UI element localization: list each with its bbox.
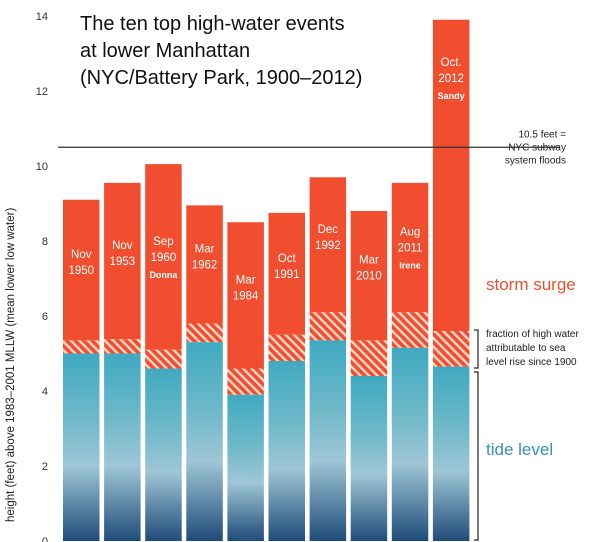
reference-line-label: 10.5 feet = [518,129,566,140]
bar-tide-level [186,342,223,541]
bar-label-month: Mar [236,274,256,286]
bar-label-year: 1962 [192,259,218,271]
y-tick-label: 6 [42,311,48,323]
bar-tide-level [310,340,347,541]
bar-label-month: Sep [153,236,173,248]
y-tick-label: 10 [36,161,48,173]
chart-title-line-3: (NYC/Battery Park, 1900–2012) [80,67,362,89]
y-axis-label: height (feet) above 1983–2001 MLLW (mean… [5,208,17,522]
reference-line-label: system floods [505,155,566,166]
slr-label-line-2: attributable to sea [486,343,566,354]
bar-sea-level-rise [145,350,182,369]
y-tick-label: 0 [42,536,48,542]
bar-sea-level-rise [186,324,223,343]
slr-bracket [474,330,478,368]
bar-tide-level [227,395,264,541]
bar-tide-level [145,369,182,542]
bar-tide-level [63,354,100,542]
bar-label-year: 2012 [438,73,464,85]
chart-title-line-1: The ten top high-water events [80,13,345,35]
bar-storm-name: Sandy [438,91,465,101]
slr-label-line-3: level rise since 1900 [486,357,577,368]
reference-line-group: 10.5 feet = NYC subway system floods [58,129,566,166]
bar-label-month: Aug [400,227,420,239]
bar-label-month: Oct [278,253,297,265]
bar-label-year: 2011 [398,243,423,255]
bars-group: Nov 1950 Nov 1953 Sep 1960 Donna Mar 1962 Mar 1984… [63,20,469,541]
bar-storm-name: Irene [399,261,421,271]
bar-tide-level [269,361,306,541]
bar-label-month: Nov [112,240,133,252]
reference-line-label: NYC subway [508,142,566,153]
tide-bracket [474,372,478,540]
y-tick-label: 4 [42,386,48,398]
y-tick-label: 14 [36,11,48,23]
bar-tide-level [392,348,429,541]
bar-label-year: 1984 [233,290,259,302]
bar-label-year: 1950 [68,265,94,277]
bar-sea-level-rise [392,312,429,348]
slr-label-line-1: fraction of high water [486,329,579,340]
bar-storm-name: Donna [149,270,178,280]
y-tick-label: 12 [36,86,48,98]
tide-level-label: tide level [486,440,553,459]
bar-label-year: 1992 [315,240,341,252]
bar-sea-level-rise [351,340,388,376]
bar-label-year: 1991 [274,269,300,281]
bar-label-month: Oct. [441,57,462,69]
bar-label-month: Nov [71,249,92,261]
bar-label-month: Mar [359,255,379,267]
bar-sea-level-rise [104,339,141,353]
bar-tide-level [433,367,470,541]
storm-surge-label: storm surge [486,275,576,294]
bar-tide-level [104,354,141,542]
y-ticks: 0 2 4 6 8 10 12 14 [36,11,48,542]
bar-label-year: 1960 [151,252,177,264]
bar-sea-level-rise [310,312,347,340]
bar-label-month: Mar [195,243,215,255]
y-tick-label: 2 [42,461,48,473]
bar-label-month: Dec [318,224,339,236]
bar-label-year: 2010 [356,271,382,283]
y-tick-label: 8 [42,236,48,248]
bar-sea-level-rise [227,369,264,395]
bar-sea-level-rise [433,331,470,367]
bar-sea-level-rise [269,335,306,361]
bar-tide-level [351,376,388,541]
chart-title-line-2: at lower Manhattan [80,40,250,62]
bar-label-year: 1953 [110,256,136,268]
bar-sea-level-rise [63,340,100,353]
